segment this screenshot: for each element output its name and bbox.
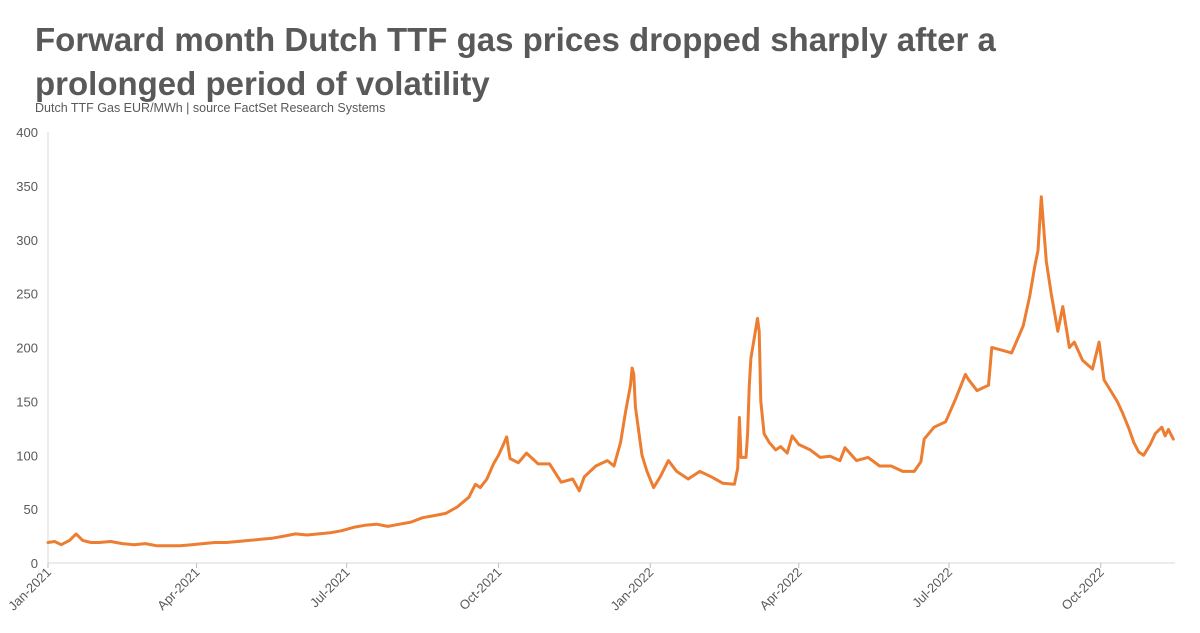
y-axis: 0 50 100 150 200 250 300 350 400 xyxy=(16,125,49,571)
y-tick-label: 100 xyxy=(16,448,38,463)
x-tick-label: Jan-2021 xyxy=(5,565,54,614)
x-tick-label: Apr-2021 xyxy=(154,565,202,613)
y-tick-label: 50 xyxy=(24,502,38,517)
y-tick-label: 350 xyxy=(16,179,38,194)
y-tick-label: 300 xyxy=(16,233,38,248)
y-tick-label: 250 xyxy=(16,287,38,302)
y-tick-label: 0 xyxy=(31,556,38,571)
y-tick-label: 150 xyxy=(16,394,38,409)
series-line xyxy=(46,195,1175,548)
y-tick-label: 200 xyxy=(16,341,38,356)
y-tick-label: 400 xyxy=(16,125,38,140)
x-tick-label: Jan-2022 xyxy=(607,565,656,614)
x-tick-label: Jul-2021 xyxy=(307,565,353,611)
plot-area xyxy=(46,195,1175,548)
x-tick-label: Jul-2022 xyxy=(909,565,955,611)
chart-title: Forward month Dutch TTF gas prices dropp… xyxy=(35,21,996,102)
chart-subtitle: Dutch TTF Gas EUR/MWh | source FactSet R… xyxy=(35,101,386,115)
x-tick-label: Apr-2022 xyxy=(756,565,804,613)
x-tick-label: Oct-2021 xyxy=(456,565,504,613)
x-axis: Jan-2021 Apr-2021 Jul-2021 Oct-2021 Jan-2022… xyxy=(5,562,1175,614)
x-tick-label: Oct-2022 xyxy=(1058,565,1106,613)
